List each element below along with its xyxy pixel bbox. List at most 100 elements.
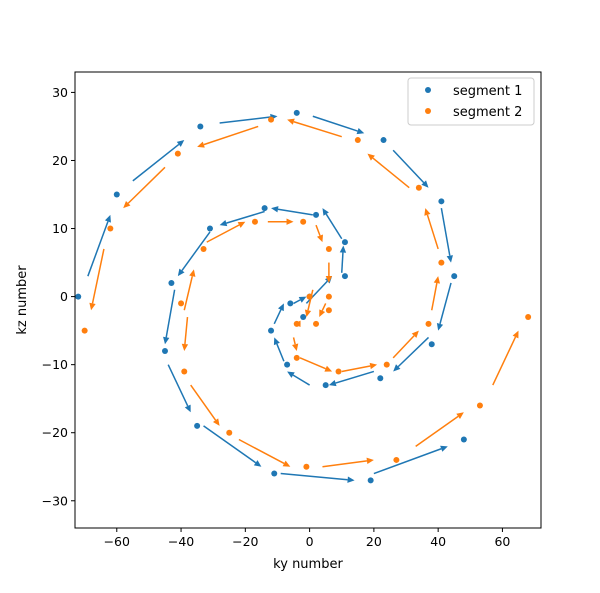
series-1-point bbox=[75, 293, 82, 300]
series-1-arrow-shaft bbox=[280, 472, 348, 481]
series-2-point bbox=[81, 327, 88, 334]
series-1-arrow-shaft bbox=[397, 336, 430, 368]
series-1-arrow-head bbox=[273, 337, 280, 346]
series-1-arrow-head bbox=[278, 303, 284, 312]
x-tick-label: 0 bbox=[306, 534, 314, 549]
series-1-arrow-shaft bbox=[226, 210, 265, 224]
series-2-arrow-head bbox=[319, 309, 326, 318]
series-2-point bbox=[425, 320, 432, 327]
y-tick-label: −30 bbox=[42, 493, 68, 508]
series-2-arrow-shaft bbox=[299, 357, 326, 370]
series-2-arrow-shaft bbox=[292, 337, 296, 345]
series-1-point bbox=[451, 273, 458, 280]
series-1-arrow-head bbox=[287, 371, 295, 378]
series-2-arrow-shaft bbox=[238, 438, 285, 465]
series-1-arrow-head bbox=[328, 379, 337, 387]
series-2-point bbox=[335, 368, 342, 375]
series-1-arrow-head bbox=[163, 336, 170, 345]
series-2-point bbox=[325, 245, 332, 252]
series-1-arrow-shaft bbox=[392, 149, 425, 184]
y-tick-label: −10 bbox=[42, 357, 68, 372]
y-tick-label: −20 bbox=[42, 425, 68, 440]
series-2-point bbox=[174, 150, 181, 157]
series-2-arrow-head bbox=[282, 460, 291, 467]
series-2-point bbox=[181, 368, 188, 375]
y-tick-label: 30 bbox=[52, 85, 68, 100]
series-2-point bbox=[251, 218, 258, 225]
series-1-arrow-head bbox=[271, 206, 279, 213]
series-1-arrow-shaft bbox=[167, 364, 189, 407]
series-2-point bbox=[303, 463, 310, 470]
series-2-arrow-shaft bbox=[183, 276, 194, 311]
series-2-arrow-head bbox=[433, 276, 441, 284]
legend-label-segment-2: segment 2 bbox=[453, 105, 522, 120]
y-tick-label: 10 bbox=[52, 221, 68, 236]
series-1-point bbox=[206, 225, 213, 232]
axis-ticks: −60 −40 −20 0 20 40 60 −30 −20 −10 0 10 20 30 bbox=[42, 85, 511, 549]
series-2-point bbox=[325, 293, 332, 300]
series-1-point bbox=[261, 205, 268, 212]
y-tick-label: 20 bbox=[52, 153, 68, 168]
legend: segment 1 segment 2 bbox=[407, 77, 535, 126]
x-tick-label: 40 bbox=[430, 534, 446, 549]
series-2-arrow-head bbox=[197, 141, 205, 148]
series-2-point bbox=[200, 245, 207, 252]
series-1-point bbox=[268, 327, 275, 334]
series-1-arrow-head bbox=[253, 460, 262, 467]
series-1-point bbox=[428, 341, 435, 348]
series-2-arrow-shaft bbox=[372, 157, 410, 189]
series-2-arrow-head bbox=[292, 343, 299, 352]
series-1-arrow-shaft bbox=[293, 299, 301, 305]
chart-marks bbox=[75, 109, 532, 484]
series-2-point bbox=[306, 293, 313, 300]
x-axis-label: ky number bbox=[273, 557, 343, 572]
series-2-arrow-head bbox=[89, 302, 96, 311]
series-1-point bbox=[341, 239, 348, 246]
legend-marker-segment-1 bbox=[425, 87, 431, 93]
series-1-point bbox=[194, 422, 201, 429]
series-2-point bbox=[438, 259, 445, 266]
series-1-point bbox=[197, 123, 204, 130]
x-tick-label: −40 bbox=[168, 534, 194, 549]
series-1-arrow-shaft bbox=[219, 116, 271, 124]
series-1-arrow-head bbox=[184, 404, 191, 413]
series-1-arrow-head bbox=[104, 214, 111, 223]
series-2-point bbox=[476, 402, 483, 409]
series-2-point bbox=[393, 456, 400, 463]
series-1-point bbox=[380, 137, 387, 144]
x-tick-label: −60 bbox=[104, 534, 130, 549]
series-2-arrow-head bbox=[237, 221, 246, 228]
series-2 bbox=[81, 116, 532, 470]
series-1-point bbox=[293, 109, 300, 116]
series-1-arrow-head bbox=[446, 255, 453, 263]
series-2-arrow-shaft bbox=[321, 303, 327, 312]
series-2-arrow-head bbox=[286, 218, 294, 225]
series-1-arrow-head bbox=[177, 268, 185, 277]
series-1-arrow-shaft bbox=[340, 252, 344, 273]
series-1-arrow-shaft bbox=[439, 282, 452, 325]
series-2-arrow-shaft bbox=[492, 336, 517, 386]
series-2-arrow-head bbox=[369, 362, 378, 370]
series-2-arrow-shaft bbox=[190, 384, 217, 421]
series-2-arrow-shaft bbox=[430, 282, 438, 311]
series-2-arrow-shaft bbox=[127, 166, 166, 204]
series-2-arrow-shaft bbox=[426, 214, 439, 250]
series-1-arrow-shaft bbox=[335, 370, 375, 384]
series-2-arrow-shaft bbox=[203, 125, 259, 146]
series-1-arrow-head bbox=[339, 245, 347, 253]
series-2-arrow-head bbox=[316, 234, 323, 243]
series-1-point bbox=[367, 477, 374, 484]
series-2-arrow-head bbox=[456, 412, 464, 419]
series-1-point bbox=[460, 436, 467, 443]
series-2-point bbox=[383, 361, 390, 368]
series-2-arrow-head bbox=[512, 330, 519, 339]
series-1-arrow-head bbox=[347, 476, 355, 483]
series-2-arrow-head bbox=[304, 309, 312, 318]
series-1-point bbox=[168, 279, 175, 286]
series-2-point bbox=[268, 116, 275, 123]
series-2-arrow-shaft bbox=[206, 224, 240, 243]
series-2-point bbox=[300, 218, 307, 225]
series-1-arrow-shaft bbox=[312, 115, 358, 132]
series-2-arrow-shaft bbox=[322, 460, 368, 468]
series-2-arrow-shaft bbox=[91, 248, 105, 304]
